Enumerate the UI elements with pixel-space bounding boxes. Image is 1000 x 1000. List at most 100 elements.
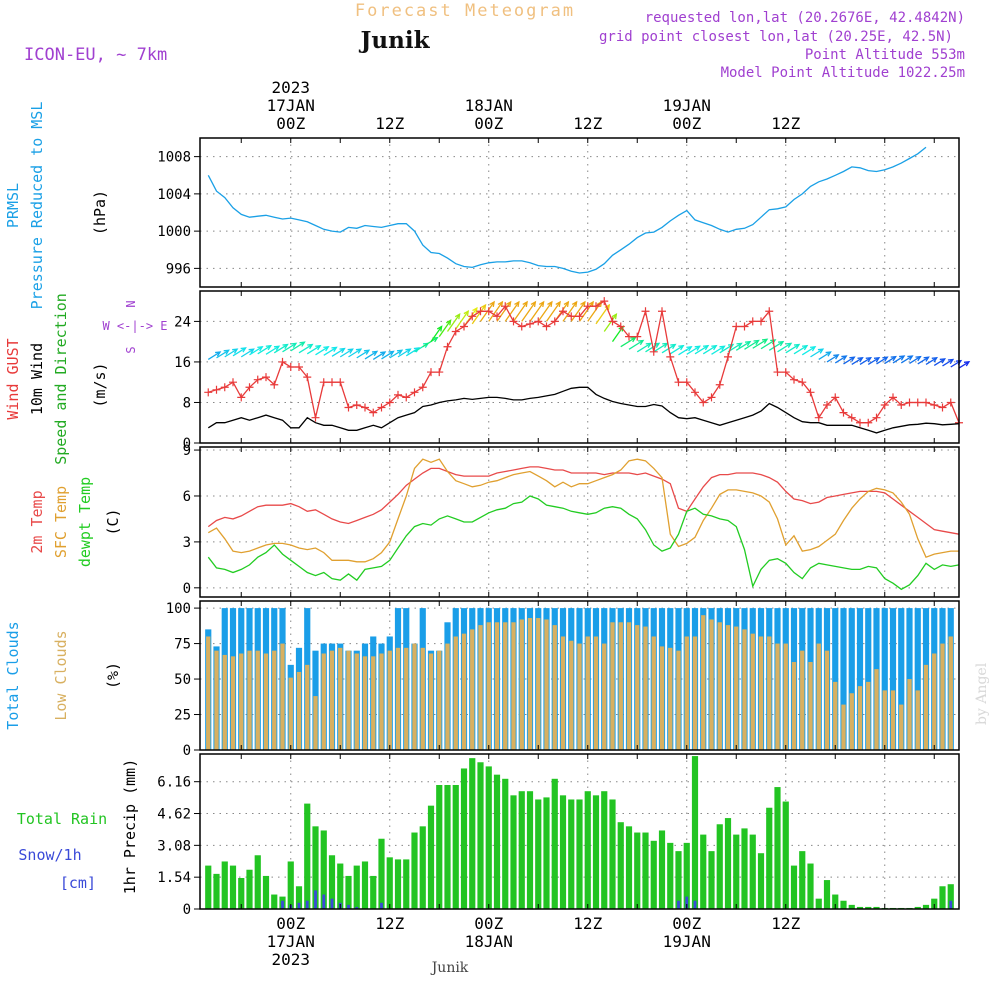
bar-rain — [386, 857, 393, 909]
bar-low_clouds — [461, 633, 467, 750]
bar-total_clouds — [914, 608, 921, 750]
bar-low_clouds — [206, 636, 211, 750]
wind-arrow — [562, 301, 578, 322]
wind-arrow — [512, 301, 528, 322]
wind-arrow-head — [686, 346, 693, 352]
gust-marker — [319, 378, 328, 387]
gust-marker — [732, 322, 741, 331]
wind-arrow-head — [753, 339, 760, 346]
wind-arrow-head — [463, 309, 470, 317]
bar-rain — [502, 778, 509, 909]
bar-rain — [518, 791, 525, 909]
wind-arrow — [570, 301, 586, 322]
gust-marker — [707, 393, 716, 402]
bar-low_clouds — [800, 650, 805, 750]
series-pressure — [207, 146, 927, 274]
bar-low_clouds — [222, 654, 227, 750]
wind-arrow-head — [522, 300, 528, 308]
bar-total_clouds — [865, 608, 872, 750]
wind-arrow — [422, 337, 438, 348]
bar-low_clouds — [725, 625, 731, 750]
bar-rain — [667, 842, 674, 909]
bar-snow — [355, 906, 359, 909]
gust-marker — [757, 317, 765, 326]
time-label-top: 12Z — [771, 114, 800, 133]
bar-rain — [840, 900, 847, 909]
gust-marker — [418, 383, 427, 392]
gust-marker — [781, 368, 790, 377]
bar-total_clouds — [832, 608, 839, 750]
gust-marker — [823, 401, 831, 409]
bar-low_clouds — [387, 650, 392, 750]
bar-low_clouds — [296, 671, 302, 750]
bar-total_clouds — [848, 608, 855, 750]
panel-frame-pressure — [199, 137, 960, 288]
panel-wind: 0 8 16 24 Wind GUST 10m Wind Speed and Directi… — [4, 290, 971, 465]
wind-arrow — [273, 343, 288, 354]
credit-label: by Angel — [974, 662, 990, 725]
bar-low_clouds — [758, 636, 764, 750]
bar-total_clouds — [856, 608, 864, 750]
wind-arrow-head — [719, 345, 726, 351]
y-tick-label: 1.54 — [157, 870, 191, 886]
bar-rain — [691, 756, 699, 909]
wind-arrow-head — [396, 349, 404, 355]
bar-rain — [238, 878, 245, 909]
bar-rain — [304, 803, 311, 909]
wind-arrow-head — [290, 342, 298, 348]
wind-arrow — [381, 350, 394, 360]
wind-arrow-head — [547, 300, 553, 308]
bar-low_clouds — [709, 619, 714, 750]
gust-marker — [303, 373, 312, 382]
bar-low_clouds — [560, 636, 566, 750]
bar-low_clouds — [940, 643, 945, 750]
gust-marker — [410, 388, 419, 397]
gust-marker — [377, 403, 386, 412]
bar-low_clouds — [552, 625, 557, 750]
y-tick-label: 1008 — [157, 150, 191, 166]
bar-rain — [865, 906, 872, 909]
wind-arrow — [818, 351, 831, 360]
bar-snow — [949, 900, 953, 909]
bar-rain — [584, 791, 591, 909]
wind-arrow — [645, 342, 660, 353]
gust-marker — [839, 408, 848, 417]
panel-bg-pressure — [200, 138, 959, 287]
bar-low_clouds — [272, 650, 277, 750]
gust-marker — [278, 357, 287, 366]
wind-arrow — [686, 345, 701, 355]
wind-arrow-head — [596, 300, 603, 308]
requested-coords: requested lon,lat (20.2676E, 42.4842N) — [645, 10, 965, 26]
gust-marker — [715, 380, 724, 389]
bar-low_clouds — [470, 629, 475, 750]
bar-rain — [370, 875, 377, 909]
wind-arrow-head — [915, 355, 922, 362]
wind-arrow — [636, 342, 652, 353]
y-tick-label: 6.16 — [157, 775, 191, 791]
y-tick-label: 0 — [183, 902, 191, 918]
wind-arrow — [257, 345, 272, 355]
gust-marker — [946, 398, 955, 407]
wind-arrow — [216, 349, 230, 359]
y-tick-label: 4.62 — [157, 807, 191, 823]
wind-arrow-head — [299, 341, 306, 347]
bar-snow — [380, 902, 383, 909]
bar-rain — [625, 826, 633, 909]
time-label-bottom: 19JAN — [663, 932, 711, 951]
bar-low_clouds — [453, 636, 458, 750]
bar-rain — [452, 785, 459, 909]
wind-arrow — [471, 304, 487, 325]
wind-arrow-head — [736, 342, 743, 348]
bar-rain — [658, 830, 666, 909]
time-label-bottom: 12Z — [573, 914, 602, 933]
time-label-bottom: 00Z — [276, 914, 305, 933]
wind-arrow — [372, 351, 386, 360]
wind-arrow — [702, 345, 717, 355]
bar-rain — [427, 805, 435, 909]
panel-precip: 0 1.54 3.08 4.62 6.16 Total Rain Snow/1h [cm] 1h… — [17, 753, 960, 918]
wind-arrow — [240, 348, 254, 358]
wind-arrow — [405, 347, 420, 357]
gust-marker — [311, 413, 320, 422]
bar-low_clouds — [280, 643, 285, 750]
